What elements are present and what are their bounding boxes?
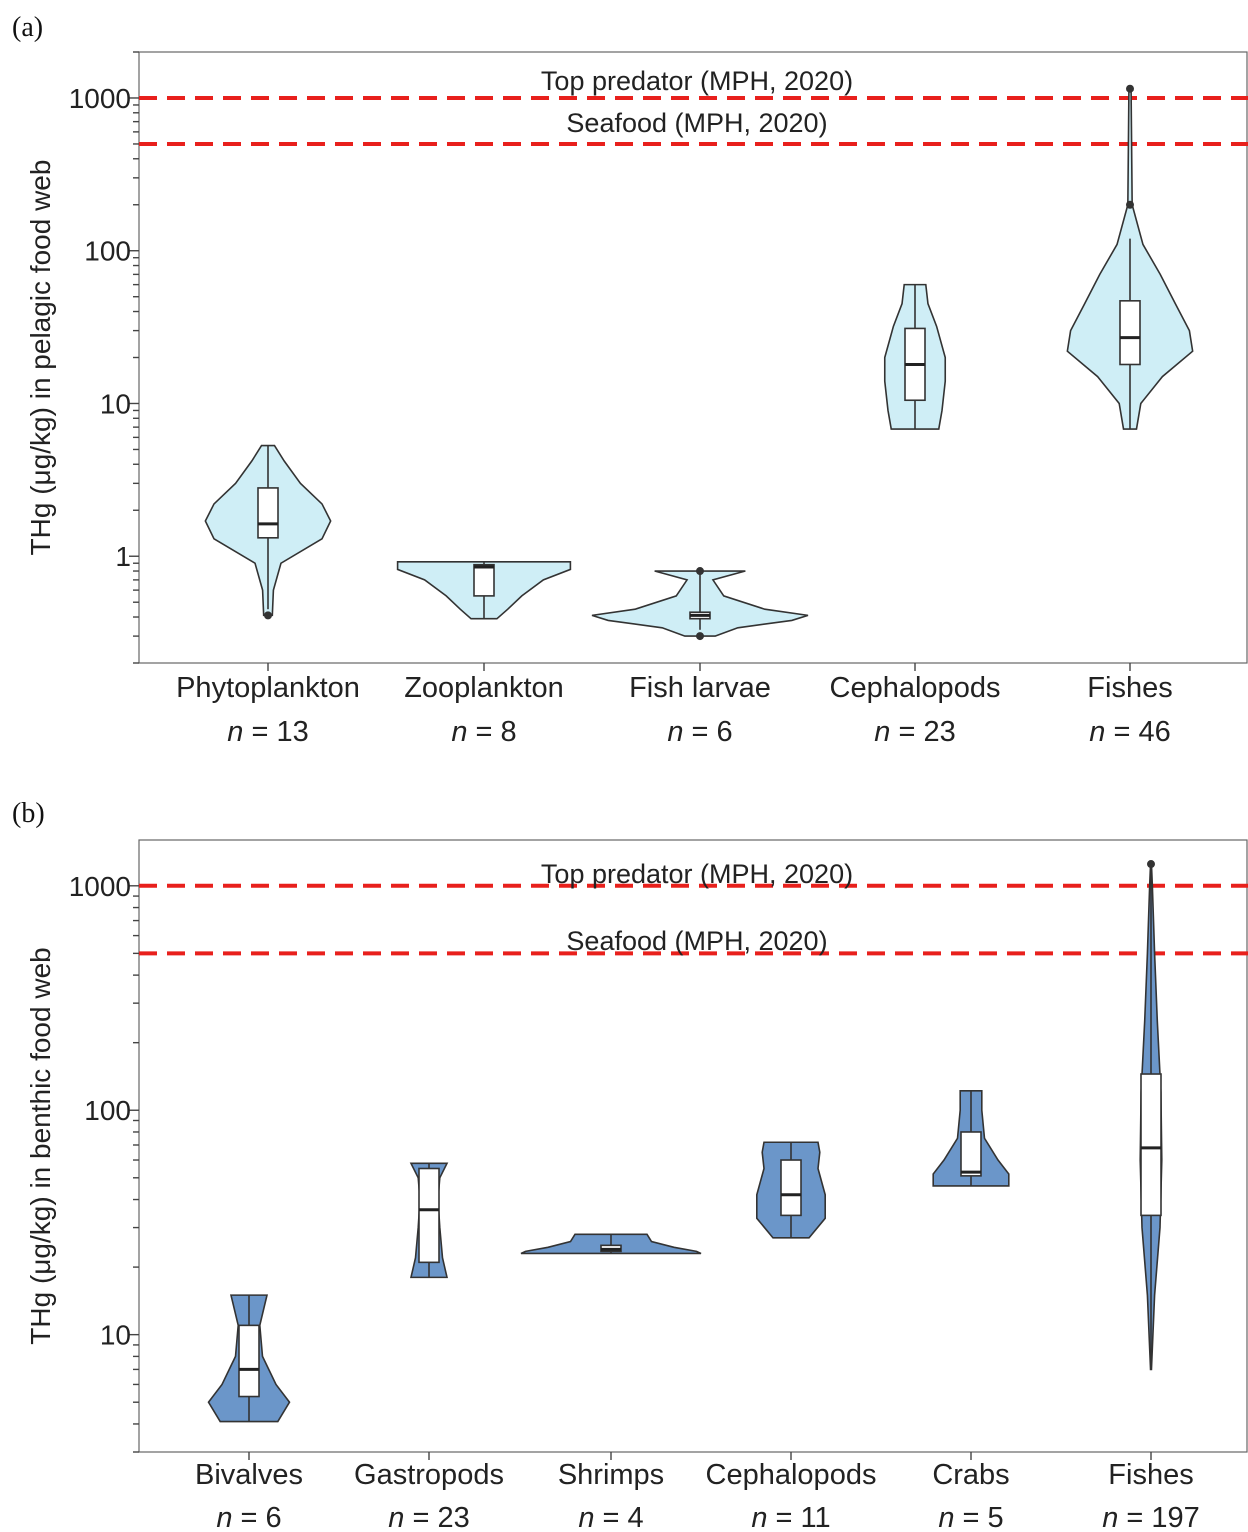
reference-line-label: Top predator (MPH, 2020) bbox=[541, 66, 853, 96]
y-tick-label: 1 bbox=[115, 541, 131, 572]
panel-label: (a) bbox=[12, 12, 43, 43]
panel-b: (b) 10 100 1000 THg (μg/kg) in benthic food … bbox=[12, 798, 1248, 1532]
sample-size-label: n = 23 bbox=[388, 1502, 469, 1532]
sample-size-label: n = 197 bbox=[1102, 1502, 1200, 1532]
category-label: Fishes bbox=[1108, 1459, 1193, 1491]
panel-a: (a) 1 10 100 1000 THg (μg/kg) in pelagic food… bbox=[12, 12, 1248, 748]
reference-line-label: Top predator (MPH, 2020) bbox=[541, 859, 853, 889]
n-symbol: n bbox=[874, 716, 890, 748]
n-value: = 23 bbox=[404, 1502, 469, 1532]
n-symbol: n bbox=[1102, 1502, 1118, 1532]
y-axis-label: THg (μg/kg) in pelagic food web bbox=[25, 160, 56, 556]
n-symbol: n bbox=[216, 1502, 232, 1532]
n-symbol: n bbox=[1089, 716, 1105, 748]
iqr-box bbox=[1119, 300, 1141, 366]
sample-size-label: n = 8 bbox=[451, 716, 516, 748]
reference-line-label: Seafood (MPH, 2020) bbox=[566, 926, 827, 956]
category-label: Shrimps bbox=[558, 1459, 664, 1491]
violin-cephalopods bbox=[883, 283, 947, 430]
outlier-point bbox=[696, 567, 704, 576]
n-value: = 6 bbox=[232, 1502, 281, 1532]
category-label: Crabs bbox=[932, 1459, 1009, 1491]
outlier-point bbox=[1147, 860, 1155, 869]
category-label: Cephalopods bbox=[706, 1459, 877, 1491]
n-value: = 6 bbox=[683, 716, 732, 748]
n-value: = 8 bbox=[467, 716, 516, 748]
violin-crabs bbox=[932, 1090, 1010, 1187]
iqr-box bbox=[418, 1167, 440, 1264]
violin-gastropods bbox=[409, 1162, 449, 1279]
y-axis-label: THg (μg/kg) in benthic food web bbox=[25, 947, 56, 1344]
sample-size-label: n = 6 bbox=[216, 1502, 281, 1532]
sample-size-label: n = 6 bbox=[667, 716, 732, 748]
category-label: Fish larvae bbox=[629, 672, 771, 704]
sample-size-label: n = 46 bbox=[1089, 716, 1170, 748]
y-tick-label: 1000 bbox=[69, 83, 131, 114]
n-value: = 11 bbox=[767, 1502, 830, 1532]
iqr-box bbox=[960, 1131, 982, 1177]
n-value: = 5 bbox=[954, 1502, 1003, 1532]
y-tick-label: 1000 bbox=[69, 871, 131, 902]
category-label: Bivalves bbox=[195, 1459, 303, 1491]
reference-line-label: Seafood (MPH, 2020) bbox=[566, 108, 827, 138]
plot-frame bbox=[138, 839, 1248, 1453]
n-value: = 23 bbox=[890, 716, 955, 748]
category-label: Phytoplankton bbox=[176, 672, 360, 704]
n-symbol: n bbox=[227, 716, 243, 748]
violin-fishes bbox=[1139, 860, 1163, 1371]
n-symbol: n bbox=[451, 716, 467, 748]
violin-fish-larvae bbox=[591, 567, 809, 641]
sample-size-label: n = 13 bbox=[227, 716, 308, 748]
sample-size-label: n = 11 bbox=[751, 1502, 830, 1532]
sample-size-label: n = 23 bbox=[874, 716, 955, 748]
y-tick-label: 10 bbox=[100, 1320, 131, 1351]
n-symbol: n bbox=[578, 1502, 594, 1532]
n-symbol: n bbox=[667, 716, 683, 748]
y-tick-label: 100 bbox=[84, 236, 131, 267]
n-value: = 197 bbox=[1118, 1502, 1199, 1532]
iqr-box bbox=[257, 487, 279, 539]
sample-size-label: n = 5 bbox=[938, 1502, 1003, 1532]
violin-shrimps bbox=[520, 1233, 702, 1255]
category-label: Fishes bbox=[1087, 672, 1172, 704]
n-symbol: n bbox=[938, 1502, 954, 1532]
violin-phytoplankton bbox=[204, 444, 332, 620]
violin-fishes bbox=[1066, 84, 1194, 430]
n-symbol: n bbox=[388, 1502, 404, 1532]
violin-bivalves bbox=[207, 1294, 291, 1423]
n-value: = 46 bbox=[1105, 716, 1170, 748]
y-tick-label: 100 bbox=[84, 1095, 131, 1126]
n-symbol: n bbox=[751, 1502, 767, 1532]
iqr-box bbox=[238, 1324, 260, 1398]
category-label: Zooplankton bbox=[404, 672, 564, 704]
n-value: = 13 bbox=[243, 716, 308, 748]
violin-cephalopods bbox=[756, 1141, 826, 1239]
category-label: Cephalopods bbox=[830, 672, 1001, 704]
violin-zooplankton bbox=[396, 560, 572, 620]
iqr-box bbox=[473, 563, 495, 597]
iqr-box bbox=[1140, 1073, 1162, 1217]
outlier-point bbox=[1126, 84, 1134, 93]
outlier-point bbox=[1126, 200, 1134, 209]
iqr-box bbox=[780, 1159, 802, 1217]
sample-size-label: n = 4 bbox=[578, 1502, 643, 1532]
outlier-point bbox=[696, 632, 704, 641]
y-tick-label: 10 bbox=[100, 388, 131, 419]
category-label: Gastropods bbox=[354, 1459, 504, 1491]
outlier-point bbox=[264, 611, 272, 620]
panel-label: (b) bbox=[12, 798, 45, 829]
n-value: = 4 bbox=[594, 1502, 643, 1532]
